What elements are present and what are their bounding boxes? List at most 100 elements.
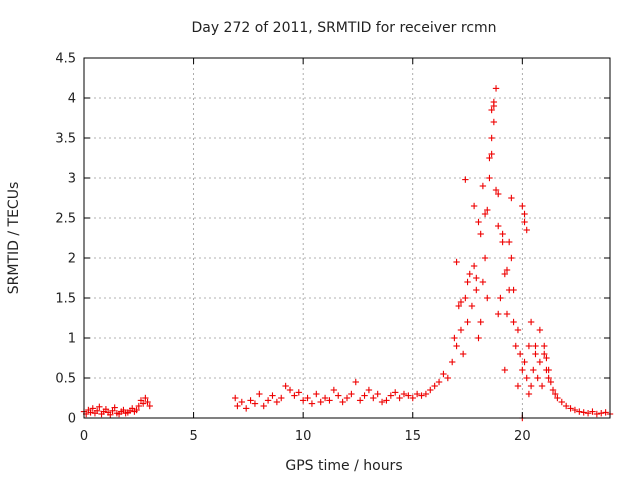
data-point (473, 274, 480, 282)
data-point (598, 410, 605, 417)
data-point (490, 98, 498, 106)
data-point (453, 258, 460, 266)
data-point (495, 222, 502, 230)
data-point (510, 286, 517, 294)
data-point (495, 310, 502, 318)
data-point (440, 370, 447, 378)
data-point (462, 176, 469, 183)
data-point (459, 350, 467, 358)
data-point (343, 394, 351, 402)
data-point (356, 397, 364, 404)
chart-title: Day 272 of 2011, SRMTID for receiver rcm… (191, 20, 496, 36)
data-point (457, 298, 465, 306)
data-point (479, 278, 487, 286)
data-point (335, 392, 342, 399)
data-point (527, 318, 535, 326)
data-point (473, 286, 480, 294)
data-point (365, 386, 373, 394)
data-point (93, 407, 101, 414)
y-tick-labels: 0 0.5 1 1.5 2 2.5 3 3.5 4 4.5 (55, 52, 76, 427)
data-point (462, 294, 469, 302)
data-point (374, 390, 381, 398)
y-tick-label: 0 (68, 412, 76, 427)
data-point (378, 398, 386, 406)
data-point (286, 386, 294, 394)
data-point (321, 394, 329, 402)
data-point (291, 392, 298, 399)
data-point (495, 190, 502, 198)
data-point (521, 210, 528, 218)
y-tick-label: 1 (68, 332, 76, 347)
data-point (477, 318, 484, 326)
data-point (503, 266, 511, 274)
data-point (392, 389, 399, 396)
data-point (396, 394, 403, 402)
data-point (330, 386, 338, 394)
data-point (269, 392, 276, 399)
x-tick-label: 5 (189, 429, 197, 444)
data-point (558, 398, 565, 406)
data-point (278, 394, 285, 402)
data-point (361, 392, 368, 399)
data-point (256, 390, 263, 398)
y-tick-label: 3 (68, 172, 76, 187)
data-point (87, 409, 94, 416)
data-point (492, 186, 500, 194)
data-point (534, 374, 541, 382)
data-point (260, 402, 267, 410)
data-point (576, 408, 583, 415)
data-point (492, 85, 500, 92)
data-point (484, 294, 491, 302)
data-point (451, 334, 458, 342)
data-point (510, 318, 517, 326)
data-point (562, 402, 570, 410)
data-point (348, 390, 355, 398)
data-point (326, 397, 333, 404)
data-point (536, 326, 544, 334)
data-point (514, 326, 522, 334)
data-point (497, 294, 504, 302)
x-tick-label: 20 (514, 429, 531, 444)
y-tick-label: 0.5 (55, 372, 76, 387)
data-point (352, 378, 359, 386)
data-point (541, 350, 548, 358)
y-tick-label: 2 (68, 252, 76, 267)
data-point (593, 410, 601, 418)
data-point (602, 409, 609, 416)
axis-ticks (83, 57, 610, 419)
data-point (525, 342, 533, 350)
data-point (251, 400, 259, 407)
data-point (580, 409, 587, 416)
data-point (523, 374, 530, 382)
data-point (519, 202, 526, 210)
data-point (486, 174, 493, 182)
data-point (501, 366, 508, 374)
data-point (541, 342, 548, 350)
data-point (144, 398, 151, 406)
data-point (516, 350, 524, 358)
data-point (139, 400, 147, 407)
y-tick-label: 4.5 (55, 52, 76, 67)
data-point (299, 397, 307, 404)
data-point (232, 394, 239, 402)
data-point (519, 366, 526, 374)
data-point (501, 270, 508, 278)
data-point (505, 238, 513, 246)
x-tick-label: 15 (404, 429, 421, 444)
data-point (444, 374, 452, 382)
data-points (80, 85, 614, 422)
data-point (313, 390, 320, 398)
grid-lines (84, 58, 610, 418)
data-point (532, 350, 539, 358)
data-point (470, 262, 478, 270)
data-point (422, 390, 430, 398)
data-point (530, 366, 537, 374)
data-point (536, 358, 544, 366)
data-point (238, 398, 245, 406)
data-point (142, 394, 149, 402)
data-point (521, 358, 528, 366)
data-point (475, 218, 482, 226)
data-point (490, 118, 498, 126)
data-point (111, 404, 118, 411)
